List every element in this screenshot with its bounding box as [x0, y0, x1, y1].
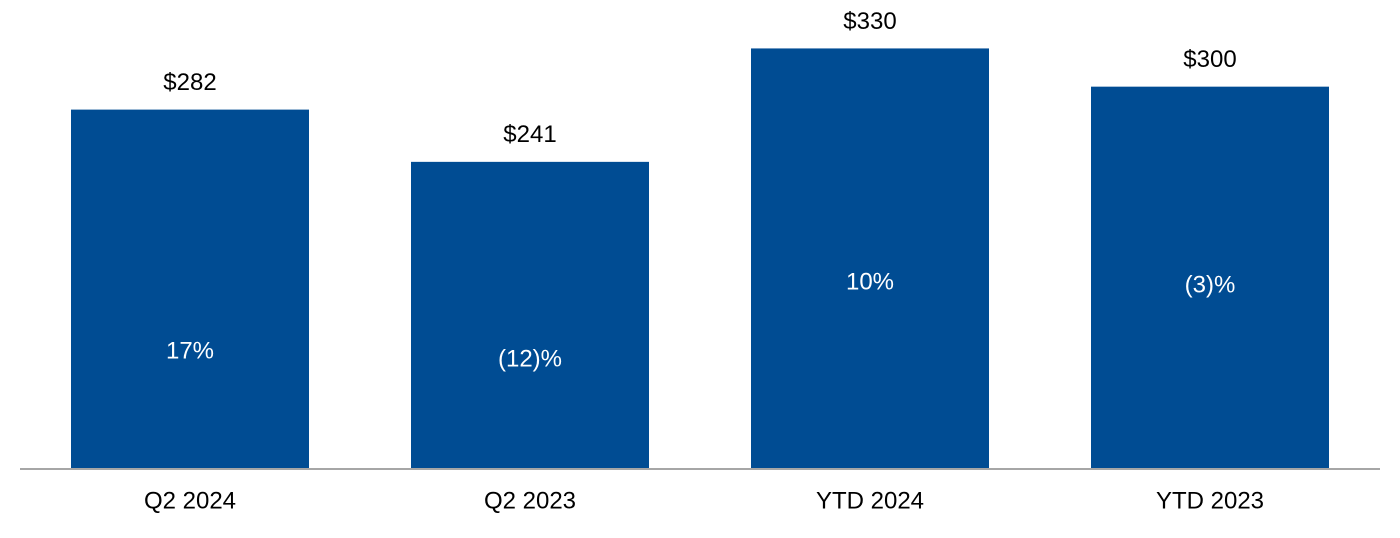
value-label: $241 — [503, 121, 556, 148]
value-label: $282 — [163, 69, 216, 96]
bar-annotation: 10% — [846, 268, 894, 295]
bar — [751, 48, 989, 469]
x-tick-label: Q2 2024 — [144, 487, 236, 514]
bar — [1091, 86, 1329, 470]
value-label: $330 — [843, 8, 896, 35]
bar — [71, 109, 309, 469]
x-tick-label: Q2 2023 — [484, 487, 576, 514]
bar-annotation: (12)% — [498, 345, 562, 372]
bar-annotation: (3)% — [1185, 271, 1236, 298]
bar-annotation: 17% — [166, 337, 214, 364]
x-tick-label: YTD 2023 — [1156, 487, 1264, 514]
value-label: $300 — [1183, 46, 1236, 73]
x-tick-label: YTD 2024 — [816, 487, 924, 514]
bar — [411, 161, 649, 470]
